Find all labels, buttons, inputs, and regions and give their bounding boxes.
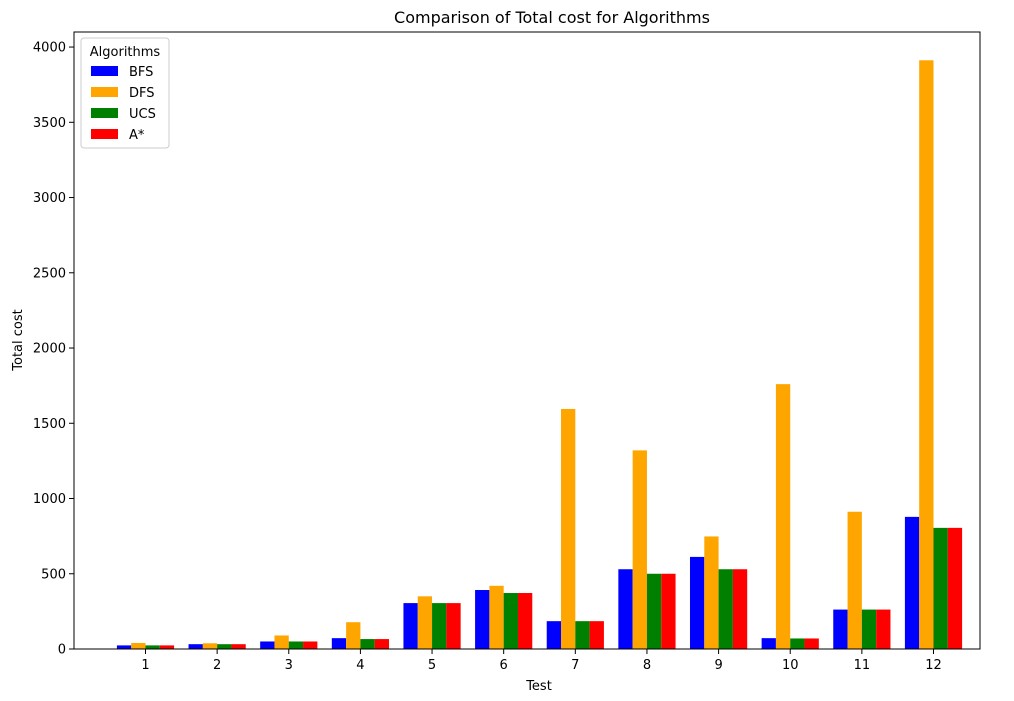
bar-dfs-5 [417, 596, 433, 649]
legend-label: BFS [129, 65, 153, 80]
bar-ucs-9 [718, 569, 733, 649]
chart-title: Comparison of Total cost for Algorithms [394, 8, 710, 27]
x-tick-label: 11 [854, 658, 871, 673]
legend-swatch [91, 66, 118, 76]
x-tick-label: 8 [643, 658, 651, 673]
bar-dfs-8 [632, 450, 647, 649]
x-tick-label: 1 [141, 658, 149, 673]
bar-bfs-9 [689, 556, 705, 649]
bar-a-9 [732, 569, 748, 649]
bar-dfs-2 [202, 643, 218, 649]
bar-dfs-3 [274, 635, 289, 649]
bar-bfs-5 [403, 603, 418, 649]
bar-dfs-12 [919, 60, 934, 650]
bar-ucs-7 [575, 621, 590, 649]
legend-swatch [91, 87, 118, 97]
x-tick-label: 9 [714, 658, 722, 673]
bar-dfs-7 [561, 408, 576, 649]
legend-title: Algorithms [90, 45, 161, 60]
x-tick-label: 7 [571, 658, 579, 673]
bar-ucs-4 [360, 639, 375, 649]
x-axis-title: Test [525, 679, 552, 694]
bar-ucs-2 [217, 644, 232, 649]
y-tick-label: 500 [41, 567, 66, 582]
bar-a-1 [159, 645, 175, 649]
y-tick-label: 0 [58, 643, 66, 658]
bar-a-4 [374, 639, 390, 649]
bar-bfs-2 [188, 644, 203, 649]
legend: Algorithms BFS DFS UCS A* [80, 37, 170, 149]
x-tick-label: 6 [500, 658, 508, 673]
bar-dfs-6 [489, 585, 504, 649]
bar-ucs-6 [503, 593, 518, 649]
y-axis-title: Total cost [11, 309, 26, 371]
legend-swatch [91, 108, 118, 118]
y-tick-label: 1000 [33, 492, 66, 507]
bar-ucs-8 [646, 573, 662, 649]
bar-a-5 [446, 603, 461, 649]
bar-ucs-5 [432, 603, 447, 649]
x-tick-label: 4 [356, 658, 364, 673]
bar-a-10 [804, 638, 819, 649]
bar-dfs-11 [847, 511, 862, 649]
bar-ucs-12 [933, 527, 948, 649]
bar-ucs-10 [790, 638, 805, 649]
x-tick-label: 10 [782, 658, 799, 673]
bar-dfs-4 [346, 622, 361, 649]
bar-bfs-6 [475, 590, 490, 649]
bar-dfs-1 [131, 642, 146, 649]
x-tick-label: 12 [925, 658, 942, 673]
bar-a-12 [947, 527, 963, 649]
bar-a-8 [661, 573, 676, 649]
y-tick-label: 3000 [33, 191, 66, 206]
bar-ucs-11 [861, 609, 877, 649]
legend-label: DFS [129, 86, 155, 101]
y-tick-label: 4000 [33, 41, 66, 56]
x-tick-label: 5 [428, 658, 436, 673]
bar-bfs-1 [116, 645, 132, 649]
bar-a-3 [303, 641, 318, 649]
legend-label: UCS [129, 107, 156, 122]
bar-dfs-10 [775, 384, 791, 649]
bar-a-7 [589, 621, 604, 649]
plot-frame [73, 31, 981, 650]
bar-bfs-12 [904, 516, 920, 649]
bar-ucs-1 [145, 645, 160, 649]
bar-a-6 [517, 593, 533, 649]
legend-label: A* [129, 128, 145, 143]
y-tick-label: 2500 [33, 266, 66, 281]
x-tick-label: 2 [213, 658, 221, 673]
bar-bfs-11 [833, 609, 848, 649]
bars-group [116, 60, 963, 650]
bar-a-2 [231, 644, 246, 649]
bar-bfs-10 [761, 638, 776, 649]
bar-bfs-4 [331, 638, 347, 649]
y-tick-label: 1500 [33, 417, 66, 432]
bar-a-11 [876, 609, 891, 649]
x-tick-label: 3 [285, 658, 293, 673]
x-axis: 1 2 3 4 5 6 7 8 9 10 11 12 [141, 649, 942, 673]
bar-bfs-8 [618, 569, 633, 649]
y-tick-label: 2000 [33, 342, 66, 357]
bar-bfs-7 [546, 621, 562, 649]
bar-dfs-9 [704, 536, 719, 649]
y-axis: 0 500 1000 1500 2000 2500 3000 3500 4000 [33, 41, 74, 658]
legend-box [80, 37, 170, 149]
bar-ucs-3 [288, 641, 304, 649]
bar-bfs-3 [260, 641, 275, 649]
y-tick-label: 3500 [33, 116, 66, 131]
legend-swatch [91, 129, 118, 139]
